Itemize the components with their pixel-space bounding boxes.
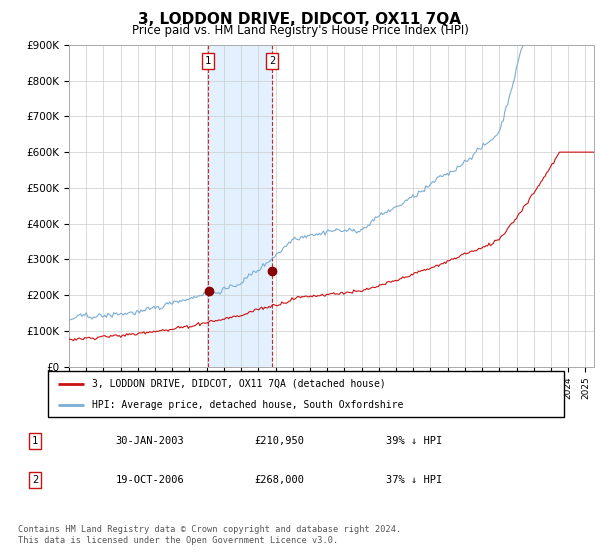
Text: 30-JAN-2003: 30-JAN-2003	[116, 436, 184, 446]
Text: 2: 2	[32, 475, 38, 484]
Text: 2: 2	[269, 56, 275, 66]
Text: 1: 1	[32, 436, 38, 446]
Text: HPI: Average price, detached house, South Oxfordshire: HPI: Average price, detached house, Sout…	[92, 400, 403, 410]
Text: Price paid vs. HM Land Registry's House Price Index (HPI): Price paid vs. HM Land Registry's House …	[131, 24, 469, 36]
Text: 19-OCT-2006: 19-OCT-2006	[116, 475, 184, 484]
Text: £268,000: £268,000	[254, 475, 304, 484]
Text: £210,950: £210,950	[254, 436, 304, 446]
Text: 39% ↓ HPI: 39% ↓ HPI	[386, 436, 443, 446]
FancyBboxPatch shape	[48, 371, 564, 417]
Text: 1: 1	[205, 56, 211, 66]
Text: 37% ↓ HPI: 37% ↓ HPI	[386, 475, 443, 484]
Text: 3, LODDON DRIVE, DIDCOT, OX11 7QA: 3, LODDON DRIVE, DIDCOT, OX11 7QA	[139, 12, 461, 27]
Text: Contains HM Land Registry data © Crown copyright and database right 2024.
This d: Contains HM Land Registry data © Crown c…	[18, 525, 401, 545]
Bar	[208, 45, 272, 367]
Text: 3, LODDON DRIVE, DIDCOT, OX11 7QA (detached house): 3, LODDON DRIVE, DIDCOT, OX11 7QA (detac…	[92, 379, 386, 389]
